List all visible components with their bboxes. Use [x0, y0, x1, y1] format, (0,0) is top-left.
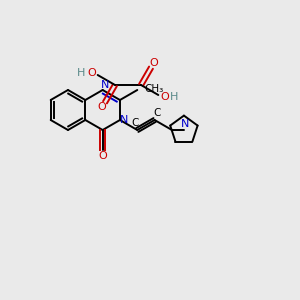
- Text: N: N: [181, 119, 189, 129]
- Text: O: O: [87, 68, 96, 78]
- Text: H: H: [77, 68, 86, 78]
- Text: O: O: [150, 58, 158, 68]
- Text: O: O: [160, 92, 169, 102]
- Text: H: H: [170, 92, 179, 102]
- Text: C: C: [132, 118, 139, 128]
- Text: O: O: [98, 151, 107, 161]
- Text: N: N: [120, 115, 128, 125]
- Text: N: N: [100, 80, 109, 90]
- Text: CH₃: CH₃: [144, 84, 164, 94]
- Text: C: C: [153, 108, 160, 118]
- Text: O: O: [98, 102, 106, 112]
